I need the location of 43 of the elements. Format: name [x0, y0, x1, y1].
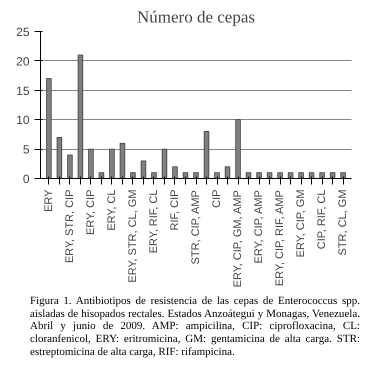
bar: [182, 172, 188, 178]
bar: [319, 172, 325, 178]
x-tick-label: ERY, CIP, GM: [295, 189, 308, 258]
bar: [172, 166, 178, 178]
bar: [330, 172, 336, 178]
chart-title: Número de cepas: [137, 8, 256, 26]
y-tick-label: 5: [22, 142, 30, 157]
y-tick-label: 20: [16, 54, 30, 68]
bar: [266, 172, 272, 178]
x-tick-label: ERY: [42, 188, 55, 212]
y-tick-label: 10: [16, 113, 30, 128]
x-tick-label: ERY, CIP, RIF, AMP: [274, 190, 286, 286]
x-tick-label: ERY, STR, CL, GM: [126, 189, 139, 283]
bar: [308, 172, 314, 178]
x-tick-label: ERY, CIP, GM, AMP: [232, 190, 244, 288]
text: Figura 1. Antibiotipos de resistencia de las cepas de Enterococcus spp. aisladas de hisopados rectales. Estados Anzoátegui y Monagas, Venezuela. Abril y junio de 2009. AMP: ampicilina, CIP: ciprofloxacina, CL: cloranfenicol, ERY: eritromicina, GM: gentamicina de alta carga. STR: estreptomicina de alta carga, RIF: rifampicina.: [30, 295, 360, 358]
x-tick-label: CIP, RIF, CL: [316, 189, 328, 250]
x-tick-label: ERY, RIF, CL: [148, 189, 160, 254]
bar: [277, 172, 283, 178]
x-tick-label: ERY, CL: [106, 189, 118, 231]
bar: [193, 172, 199, 178]
y-tick-label: 25: [16, 25, 30, 39]
y-tick-label: 15: [16, 84, 30, 98]
bar: [214, 172, 220, 178]
bar: [151, 172, 157, 178]
y-tick-label: 0: [22, 172, 30, 186]
x-tick-label: RIF, CIP: [168, 189, 181, 230]
x-tick-label: ERY, CIP: [84, 189, 97, 235]
x-tick-label: ERY, CIP, AMP: [253, 190, 266, 264]
bar: [246, 172, 252, 178]
bar: [288, 172, 294, 178]
bar: [67, 154, 73, 178]
bar: [130, 172, 136, 178]
bar: [256, 172, 262, 178]
x-tick-label: STR, CL, GM: [337, 189, 350, 256]
bar: [340, 172, 346, 178]
bar: [98, 172, 104, 178]
x-tick-label: ERY, STR, CIP: [64, 190, 76, 264]
bar: [224, 166, 230, 178]
x-tick-label: CIP: [211, 189, 224, 208]
bar: [140, 160, 146, 178]
x-tick-label: STR, CIP, AMP: [190, 190, 202, 264]
bar: [298, 172, 304, 178]
